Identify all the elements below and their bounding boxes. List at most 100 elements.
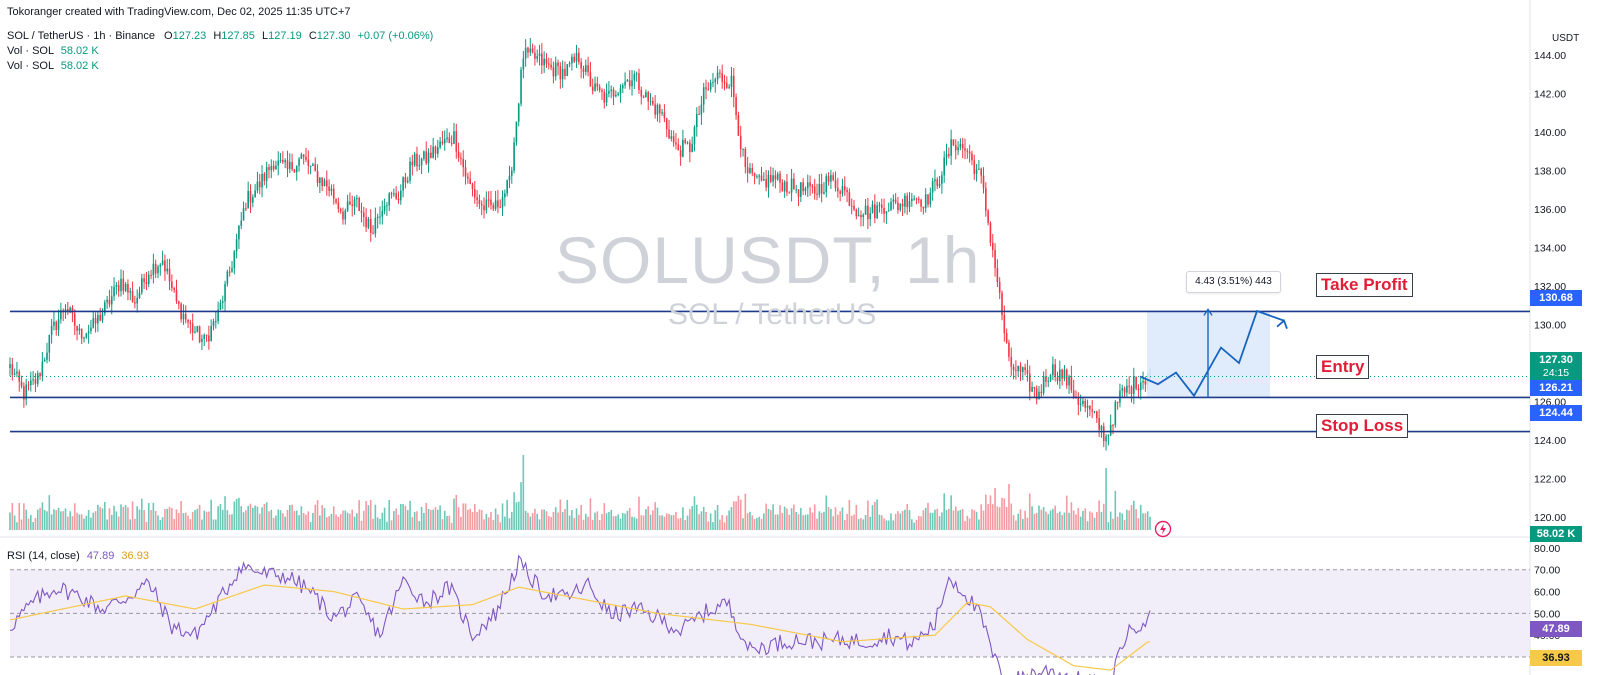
candle-body bbox=[208, 335, 210, 342]
candle-body bbox=[559, 66, 562, 80]
candle-body bbox=[594, 83, 596, 91]
volume-bar bbox=[460, 516, 462, 530]
volume-bar bbox=[723, 522, 726, 530]
volume-bar bbox=[349, 513, 351, 530]
candle-body bbox=[961, 143, 964, 149]
candle-body bbox=[973, 160, 976, 174]
volume-bar bbox=[857, 519, 860, 530]
volume-bar bbox=[534, 508, 536, 530]
candle-body bbox=[487, 199, 490, 201]
stop-loss-label[interactable]: Stop Loss bbox=[1316, 414, 1409, 438]
volume-bar bbox=[1096, 511, 1098, 530]
candle-body bbox=[911, 198, 913, 202]
volume-bar bbox=[554, 507, 557, 530]
candle-body bbox=[779, 173, 781, 183]
candle-body bbox=[716, 72, 719, 80]
volume-bar bbox=[1019, 509, 1022, 530]
volume-bar bbox=[467, 509, 469, 530]
volume-bar bbox=[13, 515, 16, 530]
candle-body bbox=[245, 208, 247, 210]
volume-bar bbox=[115, 511, 118, 530]
volume-bar bbox=[541, 509, 543, 530]
candle-body bbox=[800, 182, 802, 197]
volume-bar bbox=[201, 519, 203, 530]
volume-bar bbox=[776, 514, 779, 530]
measure-label[interactable]: 4.43 (3.51%) 443 bbox=[1186, 271, 1281, 293]
volume-bar bbox=[732, 501, 735, 530]
volume-bar bbox=[996, 506, 999, 530]
volume-bar bbox=[841, 507, 844, 530]
volume-bar bbox=[173, 518, 175, 530]
volume-bar bbox=[245, 510, 247, 530]
volume-bar bbox=[159, 520, 162, 530]
candle-body bbox=[191, 323, 194, 333]
candle-body bbox=[1003, 315, 1006, 334]
candle-body bbox=[1137, 388, 1140, 391]
rsi-tick-label: 70.00 bbox=[1534, 565, 1560, 577]
candle-body bbox=[164, 260, 166, 272]
candle-body bbox=[605, 93, 608, 103]
candle-body bbox=[219, 302, 222, 310]
candle-body bbox=[908, 201, 911, 208]
entry-price-tag: 126.21 bbox=[1530, 380, 1582, 396]
candle-body bbox=[473, 189, 476, 198]
volume-bar bbox=[240, 506, 243, 530]
candle-body bbox=[887, 210, 890, 212]
volume-bar bbox=[783, 506, 786, 530]
volume-bar bbox=[608, 512, 610, 530]
volume-bar bbox=[455, 494, 458, 530]
volume-bar bbox=[707, 521, 710, 530]
volume-bar bbox=[693, 496, 696, 530]
ohlc-legend: SOL / TetherUS · 1h · Binance O127.23 H1… bbox=[7, 30, 433, 42]
watermark-symbol: SOLUSDT, 1h bbox=[555, 223, 981, 297]
candle-body bbox=[53, 321, 55, 326]
volume-bar bbox=[1146, 511, 1149, 530]
entry-label[interactable]: Entry bbox=[1316, 355, 1370, 379]
volume-bar bbox=[855, 504, 858, 530]
volume-bar bbox=[27, 518, 30, 530]
volume-bar bbox=[25, 509, 27, 530]
volume-bar bbox=[383, 507, 386, 530]
candle-body bbox=[439, 141, 441, 148]
candle-body bbox=[328, 186, 330, 191]
candle-body bbox=[467, 176, 469, 179]
volume-bar bbox=[524, 510, 527, 530]
volume-bar bbox=[332, 506, 335, 530]
volume-bar bbox=[446, 515, 448, 530]
candle-body bbox=[686, 142, 689, 144]
candle-body bbox=[97, 314, 99, 324]
volume-bar bbox=[800, 508, 802, 530]
candle-body bbox=[413, 153, 416, 166]
volume-bar bbox=[774, 514, 777, 530]
volume-bar bbox=[1149, 516, 1151, 530]
lightning-icon[interactable] bbox=[1154, 520, 1172, 538]
candle-body bbox=[335, 198, 337, 203]
volume-bar bbox=[1144, 513, 1147, 530]
volume-bar bbox=[1026, 517, 1029, 530]
volume-bar bbox=[973, 510, 976, 530]
candle-body bbox=[675, 142, 677, 145]
candle-body bbox=[843, 186, 846, 191]
volume-bar bbox=[94, 511, 97, 530]
candle-body bbox=[885, 211, 888, 214]
volume-bar bbox=[698, 514, 700, 530]
volume-bar bbox=[409, 500, 411, 530]
candle-body bbox=[582, 68, 585, 72]
volume-bar bbox=[739, 499, 742, 530]
volume-bar bbox=[127, 507, 129, 530]
candle-body bbox=[390, 193, 393, 195]
candle-body bbox=[154, 263, 157, 274]
volume-bar bbox=[1121, 513, 1124, 530]
volume-bar bbox=[682, 507, 684, 530]
candle-body bbox=[924, 194, 927, 209]
volume-bar bbox=[793, 504, 795, 530]
volume-bar bbox=[399, 504, 402, 530]
take-profit-label[interactable]: Take Profit bbox=[1316, 273, 1413, 297]
candle-body bbox=[430, 152, 432, 158]
candle-body bbox=[547, 63, 550, 65]
volume-bar bbox=[1075, 514, 1077, 530]
candle-body bbox=[695, 113, 698, 128]
volume-bar bbox=[309, 522, 312, 530]
